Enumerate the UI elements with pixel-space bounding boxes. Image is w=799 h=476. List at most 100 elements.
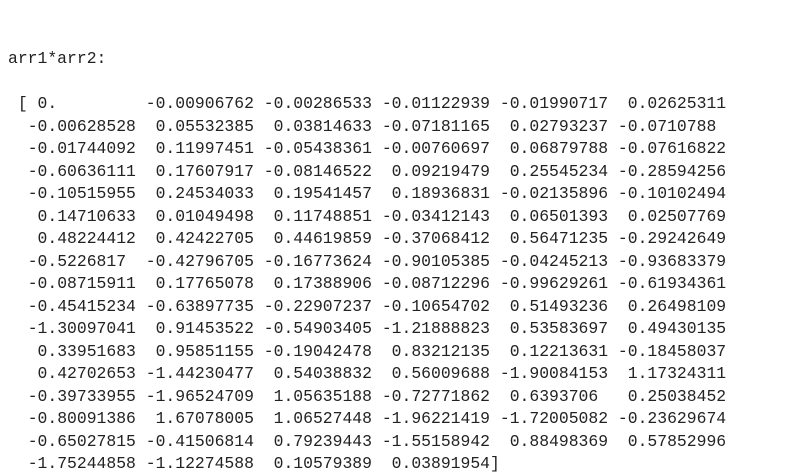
array-value: -0.61934361 bbox=[608, 274, 727, 293]
array-value: -1.72005082 bbox=[490, 409, 609, 428]
array-value: -0.72771862 bbox=[371, 386, 491, 406]
array-value: 0.11748851 bbox=[253, 206, 372, 226]
array-value: 0.95851155 bbox=[135, 341, 254, 361]
array-value: 1.06527448 bbox=[253, 409, 372, 428]
array-value: -0.0710788 bbox=[608, 116, 727, 136]
array-row: 0.33951683 0.95851155 -0.19042478 0.8321… bbox=[8, 341, 727, 364]
array-value: 0.25545234 bbox=[490, 161, 609, 181]
array-value: 1.17324311 bbox=[608, 364, 727, 383]
array-value: 0.83212135 bbox=[371, 341, 491, 361]
array-value: -0.41506814 bbox=[135, 431, 254, 451]
array-value: 0.10579389 bbox=[253, 454, 372, 473]
array-row: 0.42702653 -1.44230477 0.54038832 0.5600… bbox=[8, 363, 727, 386]
array-row: -0.80091386 1.67078005 1.06527448 -1.962… bbox=[8, 408, 726, 431]
array-value: 0.54038832 bbox=[253, 364, 372, 383]
array-value: -0.00286533 bbox=[253, 94, 372, 113]
array-value: -0.04245213 bbox=[490, 251, 609, 271]
array-value: 0.18936831 bbox=[371, 184, 491, 203]
array-value: 0.42702653 bbox=[27, 364, 136, 383]
array-value: 0.57852996 bbox=[608, 431, 727, 451]
array-value: -0.19042478 bbox=[253, 341, 372, 361]
open-bracket: [ bbox=[8, 94, 28, 113]
row-indent bbox=[8, 387, 28, 406]
array-value: 0.26498109 bbox=[608, 296, 727, 316]
row-indent bbox=[8, 342, 28, 361]
array-value: 0.02625311 bbox=[608, 94, 727, 113]
array-value: 1.67078005 bbox=[135, 409, 254, 428]
row-indent bbox=[8, 117, 28, 136]
array-value: -0.99629261 bbox=[490, 274, 609, 293]
array-row: -0.01744092 0.11997451 -0.05438361 -0.00… bbox=[8, 138, 726, 161]
array-value: -1.12274588 bbox=[135, 454, 254, 473]
array-row: -0.45415234 -0.63897735 -0.22907237 -0.1… bbox=[8, 296, 726, 319]
array-value: -0.28594256 bbox=[608, 161, 727, 181]
console-output: arr1*arr2: [ 0. -0.00906762 -0.00286533 … bbox=[8, 3, 726, 476]
array-value: 1.05635188 bbox=[253, 386, 372, 406]
array-value: 0.33951683 bbox=[27, 341, 136, 361]
array-value: 0.17607917 bbox=[135, 161, 254, 181]
array-value: 0.19541457 bbox=[253, 184, 372, 203]
array-value: -0.10102494 bbox=[608, 184, 727, 203]
array-row: -0.39733955 -1.96524709 1.05635188 -0.72… bbox=[8, 386, 726, 409]
array-value: -1.44230477 bbox=[135, 364, 254, 383]
array-value: 0.24534033 bbox=[135, 184, 254, 203]
array-value: -0.01744092 bbox=[27, 139, 136, 158]
row-indent bbox=[8, 364, 28, 383]
close-bracket: ] bbox=[490, 454, 500, 473]
row-indent bbox=[8, 409, 28, 428]
array-value: -0.03412143 bbox=[371, 206, 491, 226]
array-value: 0.02507769 bbox=[608, 206, 727, 226]
array-value: -0.37068412 bbox=[371, 229, 491, 248]
array-value: -0.5226817 bbox=[27, 251, 136, 271]
array-value: 0.56009688 bbox=[371, 364, 491, 383]
array-value: -0.23629674 bbox=[608, 409, 727, 428]
array-value: -1.21888823 bbox=[371, 319, 491, 338]
array-value: 0.06501393 bbox=[490, 206, 609, 226]
array-value: 0.6393706 bbox=[490, 386, 609, 406]
array-value: 0.42422705 bbox=[135, 229, 254, 248]
row-indent bbox=[8, 297, 28, 316]
array-value: 0. bbox=[27, 94, 136, 113]
array-value: -1.75244858 bbox=[27, 454, 136, 473]
array-value: -0.01122939 bbox=[371, 94, 491, 113]
output-label: arr1*arr2: bbox=[8, 49, 107, 68]
array-value: -0.63897735 bbox=[135, 296, 254, 316]
array-row: 0.48224412 0.42422705 0.44619859 -0.3706… bbox=[8, 228, 727, 251]
array-value: 0.17765078 bbox=[135, 274, 254, 293]
array-value: 0.01049498 bbox=[135, 206, 254, 226]
array-value: -0.22907237 bbox=[253, 296, 372, 316]
row-indent bbox=[8, 162, 28, 181]
array-row: -1.75244858 -1.12274588 0.10579389 0.038… bbox=[8, 453, 726, 476]
array-row: -0.5226817 -0.42796705 -0.16773624 -0.90… bbox=[8, 251, 726, 274]
array-value: 0.11997451 bbox=[135, 139, 254, 158]
array-value: 0.79239443 bbox=[253, 431, 372, 451]
array-value: -0.07181165 bbox=[371, 116, 491, 136]
row-indent bbox=[8, 432, 28, 451]
row-indent bbox=[8, 207, 28, 226]
array-value: -0.10515955 bbox=[27, 184, 136, 203]
array-value: -0.00760697 bbox=[371, 139, 491, 158]
array-value: -0.02135896 bbox=[490, 184, 609, 203]
array-value: 0.88498369 bbox=[490, 431, 609, 451]
array-value: 0.03891954 bbox=[371, 454, 491, 473]
array-value: -0.42796705 bbox=[135, 251, 254, 271]
array-value: -1.90084153 bbox=[490, 364, 609, 383]
array-value: 0.53583697 bbox=[490, 319, 609, 338]
array-value: 0.25038452 bbox=[608, 386, 727, 406]
array-value: -0.00906762 bbox=[135, 94, 254, 113]
row-indent bbox=[8, 252, 28, 271]
array-value: 0.14710633 bbox=[27, 206, 136, 226]
row-indent bbox=[8, 454, 28, 473]
array-value: -0.45415234 bbox=[27, 296, 136, 316]
array-value: -0.10654702 bbox=[371, 296, 491, 316]
array-value: 0.03814633 bbox=[253, 116, 372, 136]
array-value: 0.02793237 bbox=[490, 116, 609, 136]
array-value: -0.65027815 bbox=[27, 431, 136, 451]
array-value: -0.08146522 bbox=[253, 161, 372, 181]
array-value: -0.00628528 bbox=[27, 116, 136, 136]
array-value: 0.17388906 bbox=[253, 274, 372, 293]
array-value: 0.12213631 bbox=[490, 341, 609, 361]
array-value: -0.54903405 bbox=[253, 319, 372, 338]
array-value: 0.06879788 bbox=[490, 139, 609, 158]
array-value: -1.55158942 bbox=[371, 431, 491, 451]
